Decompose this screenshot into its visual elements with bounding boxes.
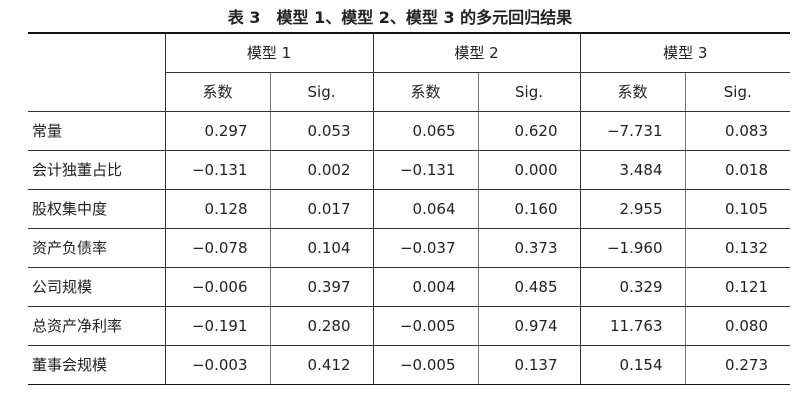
value-cell: 0.485 [477, 266, 580, 307]
value-cell: 0.412 [269, 344, 373, 385]
value-cell: −1.960 [579, 227, 685, 268]
value-cell: −0.191 [164, 305, 270, 346]
value-cell: 0.329 [579, 266, 685, 307]
value-cell: 11.763 [579, 305, 685, 346]
value-cell: 0.064 [372, 188, 478, 229]
row-label: 常量 [28, 110, 165, 151]
column-header: 系数 [372, 71, 478, 112]
value-cell: −7.731 [579, 110, 685, 151]
model-header: 模型 3 [579, 32, 790, 73]
column-header: Sig. [477, 71, 580, 112]
value-cell: 0.280 [269, 305, 373, 346]
value-cell: 3.484 [579, 149, 685, 190]
value-cell: 0.154 [579, 344, 685, 385]
column-header: Sig. [684, 71, 790, 112]
data-row: 股权集中度 0.128 0.017 0.064 0.160 2.955 0.105 [28, 188, 790, 229]
value-cell: 0.104 [269, 227, 373, 268]
value-cell: 0.053 [269, 110, 373, 151]
row-label: 会计独董占比 [28, 149, 165, 190]
value-cell: 0.017 [269, 188, 373, 229]
data-row: 公司规模 −0.006 0.397 0.004 0.485 0.329 0.121 [28, 266, 790, 307]
data-row: 总资产净利率 −0.191 0.280 −0.005 0.974 11.763 0.080 [28, 305, 790, 346]
value-cell: 0.121 [684, 266, 790, 307]
value-cell: −0.078 [164, 227, 270, 268]
column-header: 系数 [164, 71, 270, 112]
data-row: 资产负债率 −0.078 0.104 −0.037 0.373 −1.960 0.132 [28, 227, 790, 268]
results-table: 模型 1 模型 2 模型 3 系数 Sig. 系数 Sig. 系数 Sig. 常量 0.297 0.0… [28, 32, 790, 385]
value-cell: 0.080 [684, 305, 790, 346]
value-cell: 0.974 [477, 305, 580, 346]
value-cell: 0.397 [269, 266, 373, 307]
row-label: 董事会规模 [28, 344, 165, 385]
corner-cell [28, 32, 165, 112]
row-label: 股权集中度 [28, 188, 165, 229]
model-header: 模型 2 [372, 32, 580, 73]
value-cell: 0.083 [684, 110, 790, 151]
value-cell: 0.128 [164, 188, 270, 229]
value-cell: −0.005 [372, 344, 478, 385]
model-header: 模型 1 [164, 32, 373, 73]
row-label: 公司规模 [28, 266, 165, 307]
column-header: Sig. [269, 71, 373, 112]
value-cell: −0.131 [164, 149, 270, 190]
value-cell: 2.955 [579, 188, 685, 229]
value-cell: 0.160 [477, 188, 580, 229]
table-title: 表 3 模型 1、模型 2、模型 3 的多元回归结果 [227, 8, 573, 27]
value-cell: 0.620 [477, 110, 580, 151]
value-cell: −0.037 [372, 227, 478, 268]
header-row: 模型 1 模型 2 模型 3 [28, 32, 790, 112]
value-cell: 0.273 [684, 344, 790, 385]
value-cell: 0.297 [164, 110, 270, 151]
row-label: 资产负债率 [28, 227, 165, 268]
subheader-row: 系数 Sig. 系数 Sig. 系数 Sig. [28, 71, 790, 112]
row-label: 总资产净利率 [28, 305, 165, 346]
value-cell: 0.000 [477, 149, 580, 190]
value-cell: 0.002 [269, 149, 373, 190]
value-cell: 0.132 [684, 227, 790, 268]
value-cell: 0.004 [372, 266, 478, 307]
value-cell: −0.006 [164, 266, 270, 307]
data-row: 董事会规模 −0.003 0.412 −0.005 0.137 0.154 0.273 [28, 344, 790, 385]
value-cell: −0.003 [164, 344, 270, 385]
value-cell: −0.005 [372, 305, 478, 346]
data-row: 常量 0.297 0.053 0.065 0.620 −7.731 0.083 [28, 110, 790, 151]
value-cell: 0.137 [477, 344, 580, 385]
data-row: 会计独董占比 −0.131 0.002 −0.131 0.000 3.484 0.018 [28, 149, 790, 190]
value-cell: −0.131 [372, 149, 478, 190]
value-cell: 0.105 [684, 188, 790, 229]
value-cell: 0.373 [477, 227, 580, 268]
value-cell: 0.065 [372, 110, 478, 151]
value-cell: 0.018 [684, 149, 790, 190]
column-header: 系数 [579, 71, 685, 112]
